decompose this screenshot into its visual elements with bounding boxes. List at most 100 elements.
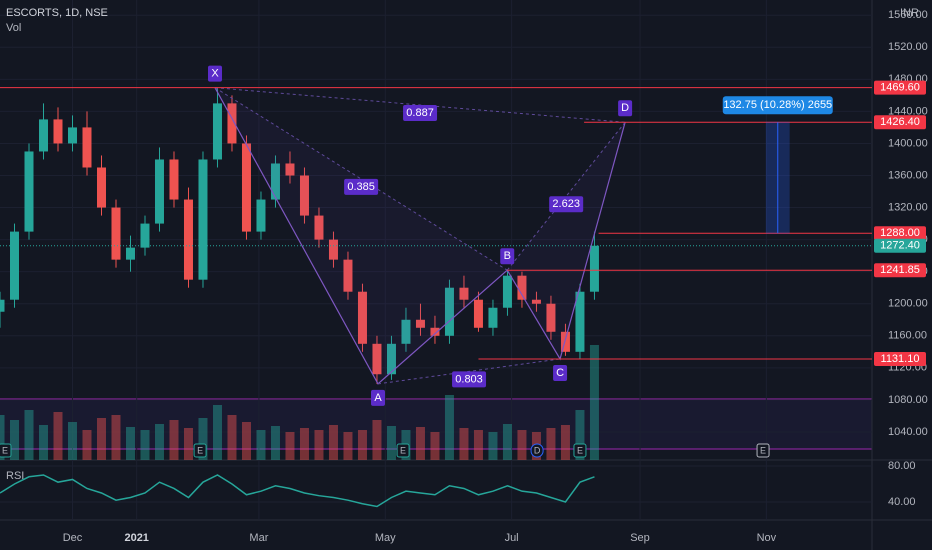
volume-bar — [67, 422, 77, 460]
candle-body — [285, 163, 295, 176]
price-tag — [874, 226, 926, 241]
x-tick-label: Dec — [63, 532, 83, 544]
x-tick-label: Sep — [630, 532, 650, 544]
candle-body — [560, 331, 570, 352]
candle-body — [502, 275, 512, 308]
projection-tag — [722, 96, 833, 115]
ratio-box — [549, 196, 584, 213]
candle-body — [401, 319, 411, 344]
event-marker — [193, 443, 207, 458]
volume-bar — [488, 432, 498, 460]
volume-bar — [24, 410, 34, 460]
candle-body — [24, 151, 34, 232]
event-label: E — [197, 445, 203, 455]
volume-bar — [517, 430, 527, 460]
ratio-box — [344, 178, 379, 195]
price-tag-label: 1131.10 — [881, 353, 920, 365]
point-box — [553, 364, 568, 381]
point-label: X — [211, 68, 219, 80]
y-tick-label: 1520.00 — [888, 41, 928, 53]
candle-body — [241, 143, 251, 232]
price-tag — [874, 238, 926, 253]
price-tag — [874, 115, 926, 130]
price-tag — [874, 263, 926, 278]
y-tick-label: 1200.00 — [888, 298, 928, 310]
ratio-box — [452, 371, 487, 388]
price-tag — [874, 80, 926, 95]
candle-body — [459, 287, 469, 300]
candle-body — [575, 291, 585, 352]
event-label: E — [2, 445, 8, 455]
price-tag-label: 1241.85 — [880, 264, 920, 276]
event-marker — [530, 443, 544, 458]
volume-bar — [111, 415, 121, 460]
event-marker — [573, 443, 587, 458]
volume-bar — [96, 418, 106, 460]
candle-body — [212, 103, 222, 160]
price-tag-label: 1288.00 — [880, 227, 920, 239]
point-label: A — [374, 392, 382, 404]
candle-body — [473, 299, 483, 328]
candle-body — [198, 159, 208, 280]
candle-body — [415, 319, 425, 328]
ratio-label: 2.623 — [552, 198, 580, 210]
x-tick-label: Jul — [505, 532, 519, 544]
event-label: E — [760, 445, 766, 455]
volume-bar — [241, 422, 251, 460]
volume-bar — [575, 410, 585, 460]
point-box — [207, 65, 222, 82]
candle-body — [38, 119, 48, 152]
ratio-line — [214, 87, 626, 123]
rsi-tick-label: 40.00 — [888, 496, 916, 508]
volume-bar — [198, 418, 208, 460]
volume-bar — [430, 432, 440, 460]
volume-bar — [459, 428, 469, 460]
volume-bar — [473, 430, 483, 460]
y-tick-label: 1080.00 — [888, 394, 928, 406]
candle-body — [154, 159, 164, 224]
volume-label: Vol — [6, 22, 21, 34]
price-tag-label: 1469.60 — [880, 82, 920, 94]
volume-bar — [53, 412, 63, 460]
event-marker — [396, 443, 410, 458]
y-tick-label: 1360.00 — [888, 169, 928, 181]
volume-bar — [502, 424, 512, 460]
rsi-label: RSI — [6, 470, 24, 482]
candle-body — [53, 119, 63, 144]
candle-body — [357, 291, 367, 344]
candle-body — [111, 207, 121, 260]
volume-bar — [415, 427, 425, 460]
volume-bar — [328, 425, 338, 460]
volume-bar — [183, 428, 193, 460]
candle-body — [256, 199, 266, 232]
x-tick-label: May — [375, 532, 396, 544]
overlays: 0.8870.3852.6230.803XABCD1469.601426.401… — [0, 65, 926, 458]
candle-body — [299, 175, 309, 216]
y-tick-label: 1040.00 — [888, 426, 928, 438]
marks — [0, 87, 599, 508]
event-label: D — [534, 445, 541, 455]
candle-body — [444, 287, 454, 336]
volume-bar — [38, 425, 48, 460]
volume-bar — [82, 430, 92, 460]
candle-body — [343, 259, 353, 292]
x-tick-label: Mar — [249, 532, 268, 544]
point-box — [618, 100, 633, 117]
volume-bar — [9, 420, 19, 460]
volume-bar — [227, 415, 237, 460]
volume-bar — [212, 405, 222, 460]
candle-body — [589, 245, 599, 292]
ratio-line — [506, 121, 626, 271]
event-marker — [756, 443, 770, 458]
ratio-label: 0.385 — [347, 181, 375, 193]
candle-body — [270, 163, 280, 200]
event-marker — [0, 443, 12, 458]
point-box — [500, 248, 515, 265]
candle-body — [227, 103, 237, 144]
point-label: D — [621, 102, 629, 114]
volume-bar — [285, 432, 295, 460]
candle-body — [67, 127, 77, 144]
candle-body — [328, 239, 338, 260]
